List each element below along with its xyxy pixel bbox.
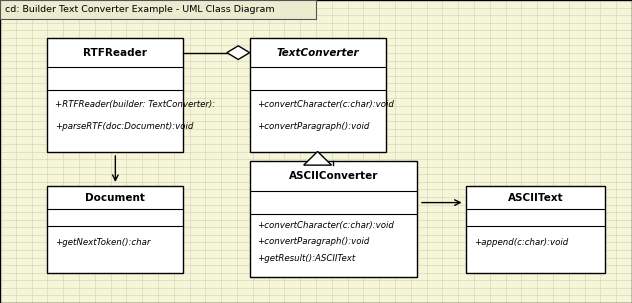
FancyBboxPatch shape bbox=[250, 38, 386, 152]
Text: +convertParagraph():void: +convertParagraph():void bbox=[257, 122, 370, 131]
Polygon shape bbox=[303, 152, 331, 165]
FancyBboxPatch shape bbox=[0, 0, 316, 19]
FancyBboxPatch shape bbox=[47, 186, 183, 273]
Text: +append(c:char):void: +append(c:char):void bbox=[474, 238, 568, 248]
Text: +getNextToken():char: +getNextToken():char bbox=[55, 238, 150, 248]
Text: +convertCharacter(c:char):void: +convertCharacter(c:char):void bbox=[257, 100, 394, 109]
Text: +RTFReader(builder: TextConverter):: +RTFReader(builder: TextConverter): bbox=[55, 100, 215, 109]
Polygon shape bbox=[227, 46, 250, 59]
Text: TextConverter: TextConverter bbox=[276, 48, 359, 58]
Text: Document: Document bbox=[85, 193, 145, 203]
Text: ASCIIConverter: ASCIIConverter bbox=[289, 171, 378, 181]
Text: ASCIIText: ASCIIText bbox=[508, 193, 564, 203]
FancyBboxPatch shape bbox=[250, 161, 417, 277]
FancyBboxPatch shape bbox=[466, 186, 605, 273]
FancyBboxPatch shape bbox=[47, 38, 183, 152]
Text: +convertCharacter(c:char):void: +convertCharacter(c:char):void bbox=[257, 221, 394, 230]
Text: +convertParagraph():void: +convertParagraph():void bbox=[257, 237, 370, 246]
Text: RTFReader: RTFReader bbox=[83, 48, 147, 58]
Text: cd: Builder Text Converter Example - UML Class Diagram: cd: Builder Text Converter Example - UML… bbox=[5, 5, 275, 14]
Text: +getResult():ASCIIText: +getResult():ASCIIText bbox=[257, 254, 355, 263]
Text: +parseRTF(doc:Document):void: +parseRTF(doc:Document):void bbox=[55, 122, 193, 131]
